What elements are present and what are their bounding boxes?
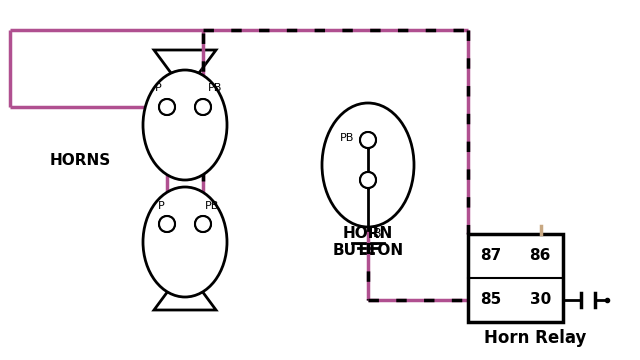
Text: 30: 30: [530, 292, 551, 307]
Polygon shape: [154, 287, 216, 310]
Circle shape: [159, 216, 175, 232]
Circle shape: [195, 216, 211, 232]
Ellipse shape: [322, 103, 414, 227]
Text: PB: PB: [205, 201, 220, 211]
Circle shape: [195, 216, 211, 232]
Text: PB: PB: [208, 83, 222, 93]
Bar: [468, 234, 563, 322]
Circle shape: [159, 99, 175, 115]
Polygon shape: [154, 50, 216, 73]
Text: 85: 85: [480, 292, 501, 307]
Text: P: P: [158, 201, 165, 211]
Circle shape: [195, 99, 211, 115]
Text: P: P: [156, 83, 162, 93]
Ellipse shape: [143, 70, 227, 180]
Circle shape: [360, 172, 376, 188]
Circle shape: [360, 172, 376, 188]
Ellipse shape: [143, 187, 227, 297]
Circle shape: [195, 99, 211, 115]
Circle shape: [159, 216, 175, 232]
Text: 87: 87: [480, 248, 501, 264]
Text: Horn Relay: Horn Relay: [484, 329, 587, 347]
Text: PB: PB: [340, 133, 354, 143]
Text: HORNS: HORNS: [50, 153, 111, 167]
Circle shape: [360, 132, 376, 148]
Text: HORN
BUTTON: HORN BUTTON: [332, 226, 404, 258]
Text: 86: 86: [530, 248, 551, 264]
Circle shape: [159, 99, 175, 115]
Text: B: B: [373, 227, 381, 240]
Circle shape: [360, 132, 376, 148]
